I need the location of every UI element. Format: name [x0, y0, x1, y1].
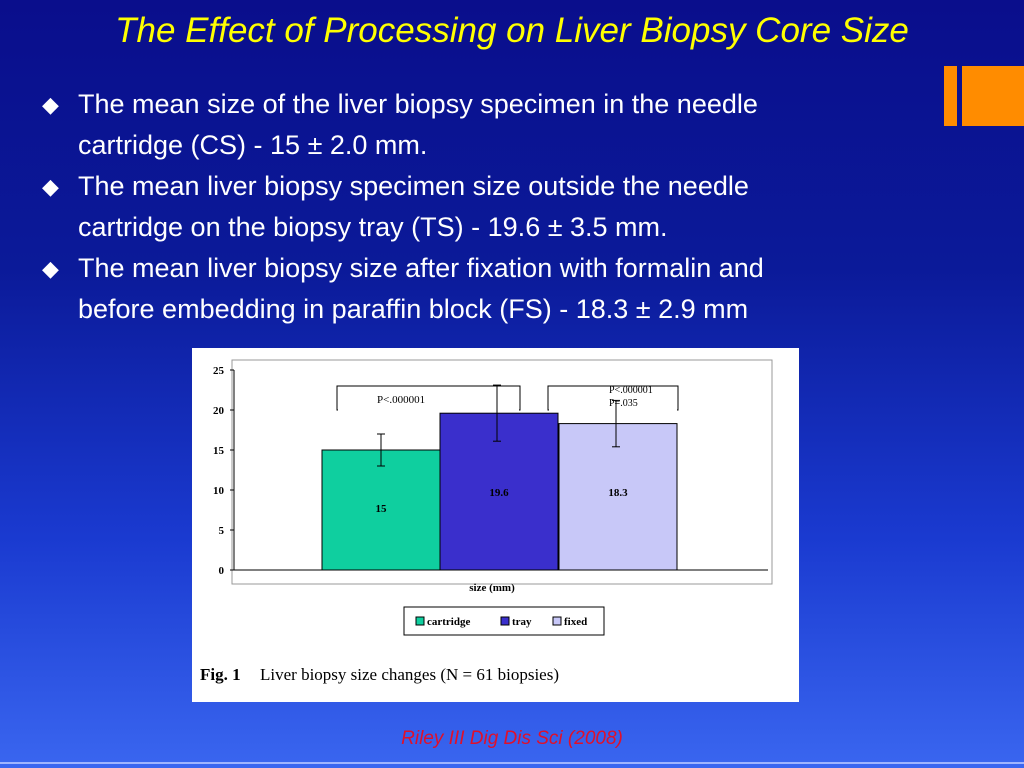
bullet-list: ◆ The mean size of the liver biopsy spec…: [42, 84, 1002, 330]
bullet-item: ◆ The mean liver biopsy size after fixat…: [42, 248, 1002, 330]
y-tick-label: 20: [213, 405, 225, 417]
y-tick-label: 25: [213, 365, 225, 377]
p-value-annotation: P<.000001: [609, 385, 653, 396]
bullet-text-line: cartridge (CS) - 15 ± 2.0 mm.: [78, 130, 428, 160]
bottom-divider: [0, 762, 1024, 764]
bar-value-label: 18.3: [608, 487, 628, 499]
citation-footer: Riley III Dig Dis Sci (2008): [401, 728, 623, 749]
diamond-bullet-icon: ◆: [42, 174, 59, 199]
bullet-text-line: cartridge on the biopsy tray (TS) - 19.6…: [78, 212, 668, 242]
y-tick-label: 0: [219, 565, 225, 577]
significance-bracket-2: [547, 385, 679, 411]
chart-figure: 0 5 10 15 20 25 15 19.6 18.3 P<.000001 P<.000001 P=…: [192, 348, 799, 702]
figure-caption-label: Fig. 1: [200, 665, 241, 684]
slide-title: The Effect of Processing on Liver Biopsy…: [115, 11, 909, 50]
bar-tray: [439, 412, 559, 571]
p-value-annotation: P=.035: [609, 398, 638, 409]
bullet-text-line: The mean liver biopsy specimen size outs…: [78, 171, 749, 201]
y-tick-label: 15: [213, 445, 225, 457]
significance-bracket-1: [336, 385, 521, 411]
bullet-text-line: before embedding in paraffin block (FS) …: [78, 294, 749, 324]
figure-caption-text: Liver biopsy size changes (N = 61 biopsi…: [260, 665, 559, 684]
diamond-bullet-icon: ◆: [42, 256, 59, 281]
legend-swatch: [500, 616, 510, 626]
diamond-bullet-icon: ◆: [42, 92, 59, 117]
bullet-text-line: The mean size of the liver biopsy specim…: [78, 89, 758, 119]
bullet-text-line: The mean liver biopsy size after fixatio…: [78, 253, 764, 283]
bar-value-label: 19.6: [489, 487, 509, 499]
orange-accent-block: [962, 66, 1024, 126]
bar-chart: 0 5 10 15 20 25 15 19.6 18.3 P<.000001 P<.000001 P=…: [200, 359, 773, 684]
bullet-item: ◆ The mean size of the liver biopsy spec…: [42, 84, 1002, 166]
y-tick-label: 5: [219, 525, 225, 537]
legend-label: fixed: [564, 616, 587, 628]
legend-label: cartridge: [427, 616, 470, 628]
plot-area-border: [231, 359, 773, 585]
x-axis-label: size (mm): [469, 582, 515, 594]
legend-label: tray: [512, 616, 532, 628]
bullet-item: ◆ The mean liver biopsy specimen size ou…: [42, 166, 1002, 248]
y-tick-label: 10: [213, 485, 225, 497]
p-value-annotation: P<.000001: [377, 394, 425, 406]
bar-fixed: [558, 423, 678, 571]
legend-swatch: [415, 616, 425, 626]
orange-accent-bar: [944, 66, 957, 126]
bar-value-label: 15: [376, 503, 388, 515]
legend-swatch: [552, 616, 562, 626]
